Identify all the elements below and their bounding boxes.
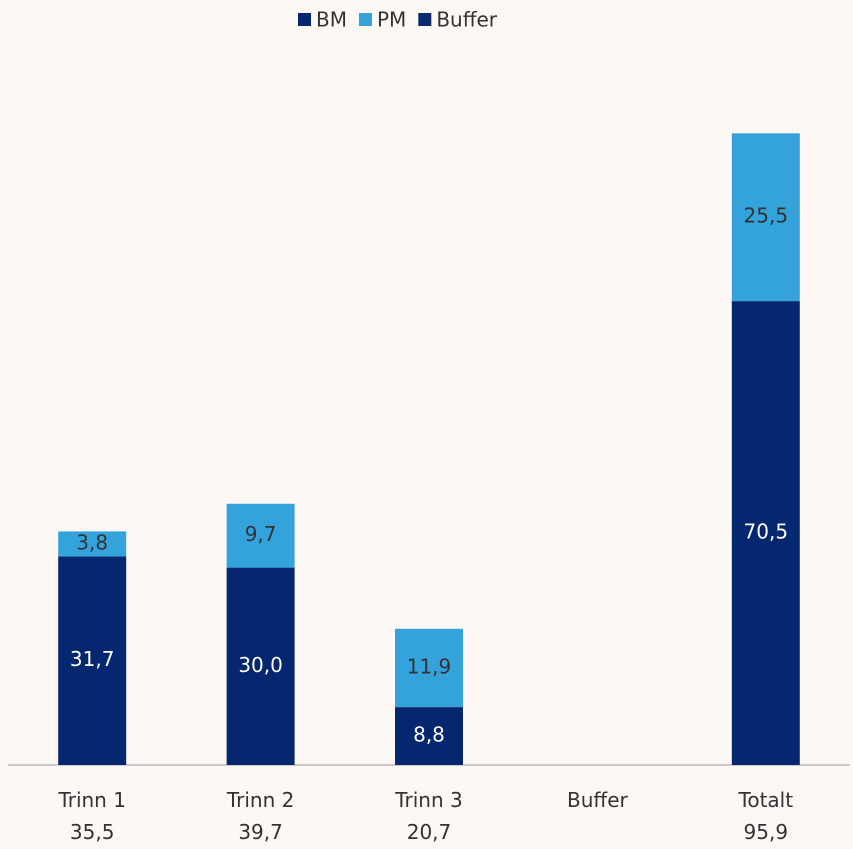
bar-segment	[226, 567, 295, 765]
legend-swatch	[418, 13, 432, 26]
legend-swatch	[298, 13, 311, 26]
legend-label: Buffer	[436, 8, 497, 32]
data-label: 9,7	[245, 522, 277, 546]
bar-segment	[395, 707, 463, 765]
data-label: 31,7	[70, 647, 115, 671]
bar-segment	[731, 301, 800, 765]
bar-segment	[395, 628, 463, 708]
data-label: 30,0	[238, 653, 283, 677]
bar-segment	[58, 556, 127, 765]
x-tick-label: Trinn 3 20,7	[395, 788, 463, 844]
data-label: 11,9	[407, 654, 452, 678]
x-tick-label: Buffer	[567, 788, 628, 812]
bar-segment	[58, 531, 127, 557]
x-tick-label: Trinn 2 39,7	[226, 788, 295, 844]
bar-segment	[731, 133, 800, 302]
x-tick-label: Totalt 95,9	[738, 788, 794, 844]
legend-swatch	[358, 13, 372, 26]
data-label: 8,8	[413, 723, 445, 747]
bar-segment	[226, 503, 295, 568]
legend-label: PM	[377, 8, 406, 32]
data-label: 25,5	[744, 204, 789, 228]
data-label: 70,5	[744, 520, 789, 544]
x-tick-label: Trinn 1 35,5	[58, 788, 126, 844]
data-label: 3,8	[76, 530, 108, 554]
legend-label: BM	[316, 8, 347, 32]
